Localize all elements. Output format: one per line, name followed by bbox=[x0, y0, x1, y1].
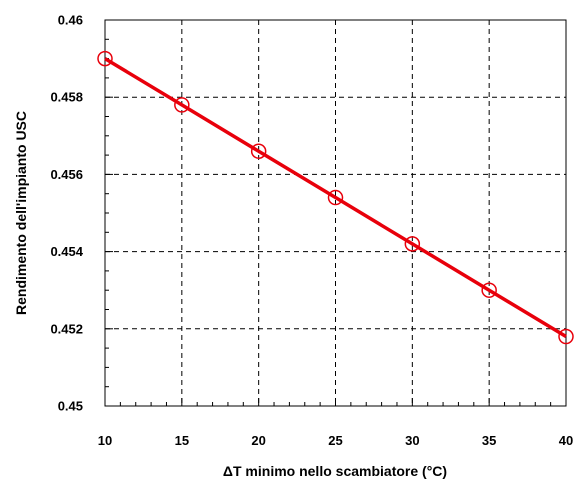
grid bbox=[105, 20, 566, 406]
data-point bbox=[250, 143, 267, 159]
y-tick-label: 0.45 bbox=[58, 399, 83, 414]
x-tick-label: 10 bbox=[98, 433, 112, 448]
series-line bbox=[104, 57, 567, 339]
x-tick-label: 25 bbox=[328, 433, 342, 448]
data-point bbox=[404, 236, 421, 252]
x-tick-label: 15 bbox=[175, 433, 189, 448]
x-tick-labels: 10 15 20 25 30 35 40 bbox=[98, 433, 573, 448]
y-tick-label: 0.46 bbox=[58, 13, 83, 28]
y-tick-labels: 0.45 0.452 0.454 0.456 0.458 0.46 bbox=[50, 13, 83, 414]
data-point bbox=[327, 189, 344, 206]
x-tick-label: 40 bbox=[559, 433, 573, 448]
data-point bbox=[481, 282, 497, 298]
data-point bbox=[558, 328, 574, 345]
x-tick-label: 35 bbox=[482, 433, 496, 448]
x-tick-label: 20 bbox=[251, 433, 265, 448]
series bbox=[97, 50, 574, 345]
data-point bbox=[97, 50, 113, 67]
plot-frame bbox=[104, 19, 567, 407]
y-tick-label: 0.452 bbox=[50, 321, 83, 336]
y-tick-label: 0.456 bbox=[50, 167, 83, 182]
y-tick-label: 0.458 bbox=[50, 90, 83, 105]
y-tick-label: 0.454 bbox=[50, 244, 83, 259]
y-axis-title: Rendimento dell'impianto USC bbox=[13, 111, 29, 315]
data-point bbox=[174, 97, 190, 113]
x-tick-label: 30 bbox=[405, 433, 419, 448]
x-axis-title: ΔT minimo nello scambiatore (°C) bbox=[223, 463, 447, 479]
